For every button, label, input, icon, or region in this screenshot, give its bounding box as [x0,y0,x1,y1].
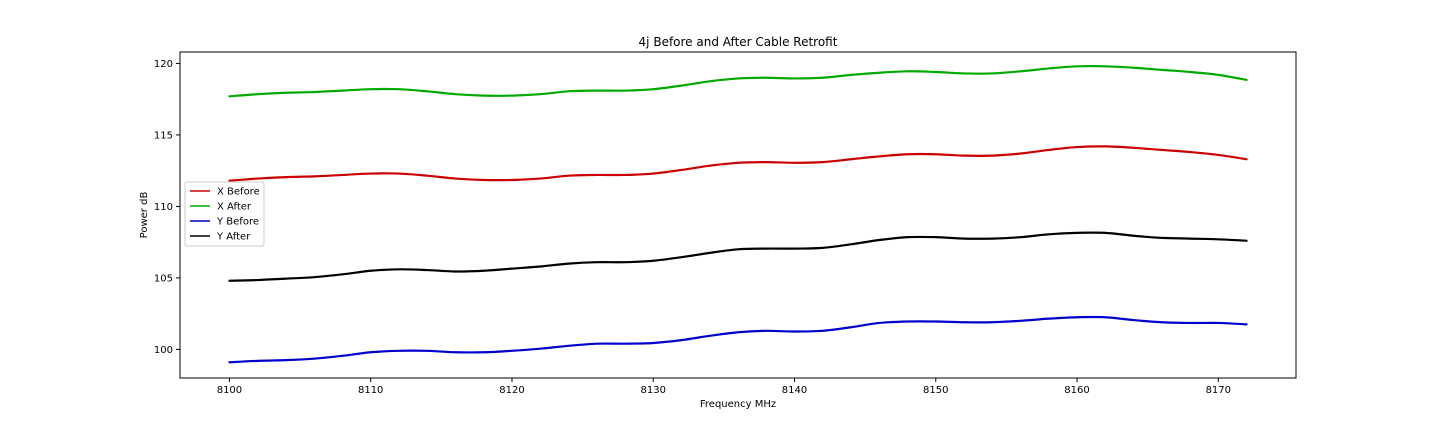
legend: X Before X After Y Before Y After [184,181,265,247]
legend-entry-label: X After [217,202,252,213]
x-tick-label: 8110 [358,385,383,396]
series-line-1 [228,145,1248,182]
series-line-3 [228,315,1248,364]
series-layer [228,64,1248,364]
x-tick-label: 8170 [1206,385,1231,396]
x-tick-label: 8100 [217,385,242,396]
series-line-4 [228,231,1248,282]
legend-entry-label: Y After [216,232,251,243]
x-tick-label: 8130 [641,385,666,396]
chart-title: 4j Before and After Cable Retrofit [639,35,838,49]
legend-box [184,181,265,247]
x-tick-label: 8140 [782,385,807,396]
series-line-2 [228,64,1248,98]
y-tick-label: 115 [154,130,173,141]
legend-entry-label: Y Before [216,217,259,228]
legend-entry-label: X Before [217,187,260,198]
x-axis-label: Frequency MHz [700,399,776,410]
y-tick-label: 100 [154,345,173,356]
y-tick-label: 110 [154,202,173,213]
plot-area-frame [179,51,1297,379]
x-tick-label: 8120 [499,385,524,396]
y-tick-label: 120 [154,59,173,70]
y-tick-label: 105 [154,273,173,284]
x-tick-label: 8150 [923,385,948,396]
x-axis: 8100 8110 8120 8130 8140 8150 8160 8170 [217,378,1231,396]
y-axis-label: Power dB [139,192,150,239]
x-tick-label: 8160 [1064,385,1089,396]
y-axis: 100 105 110 115 120 [154,59,180,356]
